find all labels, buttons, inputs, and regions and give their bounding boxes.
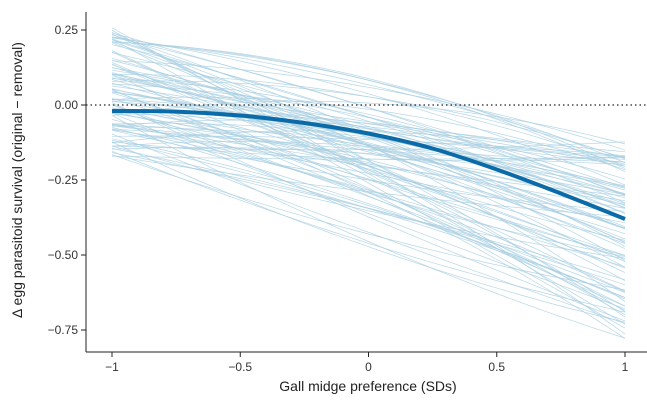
posterior-draw-line: [111, 125, 626, 209]
posterior-draw-line: [111, 88, 626, 229]
posterior-draw-line: [111, 37, 626, 160]
posterior-draw-line: [111, 141, 626, 323]
posterior-draw-line: [111, 112, 626, 235]
posterior-draw-line: [111, 69, 626, 215]
posterior-draw-line: [111, 98, 626, 307]
posterior-draw-line: [111, 124, 626, 249]
posterior-draw-line: [111, 155, 626, 218]
posterior-draws: [111, 27, 626, 339]
posterior-draw-line: [111, 135, 626, 157]
posterior-draw-line: [111, 51, 626, 316]
posterior-draw-line: [111, 112, 626, 310]
x-tick-label: −0.5: [228, 360, 252, 374]
posterior-draw-line: [111, 57, 626, 268]
posterior-draw-line: [111, 148, 626, 286]
posterior-draw-line: [111, 52, 626, 209]
y-axis-ticks: −0.75 −0.50 −0.25 0.00 0.25: [48, 23, 86, 337]
posterior-draw-line: [111, 42, 626, 318]
posterior-draw-line: [111, 128, 626, 293]
posterior-draw-line: [111, 104, 626, 257]
posterior-draw-line: [111, 141, 626, 161]
x-tick-label: −1: [105, 360, 119, 374]
x-tick-label: 1: [622, 360, 629, 374]
posterior-draw-line: [111, 150, 626, 313]
x-axis-ticks: −1 −0.5 0 0.5 1: [105, 352, 629, 374]
x-tick-label: 0: [365, 360, 372, 374]
posterior-draw-line: [111, 50, 626, 292]
posterior-draw-line: [111, 138, 626, 300]
y-tick-label: 0.00: [55, 98, 79, 112]
posterior-draw-line: [111, 128, 626, 195]
posterior-draw-line: [111, 98, 626, 167]
mean-line: [111, 109, 626, 221]
posterior-draw-line: [111, 41, 626, 169]
posterior-draw-line: [111, 91, 626, 229]
posterior-draw-line: [111, 41, 626, 173]
posterior-draw-line: [111, 91, 626, 227]
x-axis-title: Gall midge preference (SDs): [279, 378, 456, 394]
y-tick-label: −0.75: [48, 323, 79, 337]
posterior-draw-line: [111, 73, 626, 199]
posterior-draw-line: [111, 147, 626, 188]
posterior-draw-line: [111, 39, 626, 302]
posterior-draw-line: [111, 99, 626, 243]
posterior-draw-line: [111, 115, 626, 339]
posterior-draw-line: [111, 125, 626, 160]
posterior-draw-line: [111, 38, 626, 329]
y-tick-label: −0.50: [48, 248, 79, 262]
posterior-draw-line: [111, 36, 626, 204]
y-tick-label: 0.25: [55, 23, 79, 37]
posterior-draw-line: [111, 32, 626, 188]
posterior-draw-line: [111, 110, 626, 259]
posterior-draw-line: [111, 27, 626, 325]
x-tick-label: 0.5: [488, 360, 505, 374]
posterior-draw-line: [111, 154, 626, 291]
posterior-draw-line: [111, 96, 626, 171]
posterior-draw-line: [111, 60, 626, 151]
posterior-draw-line: [111, 29, 626, 269]
posterior-draw-line: [111, 102, 626, 322]
posterior-draw-line: [111, 31, 626, 335]
posterior-draw-line: [111, 133, 626, 324]
y-axis-title: Δ egg parasitoid survival (original − re…: [9, 42, 25, 318]
posterior-draw-line: [111, 36, 626, 186]
y-tick-label: −0.25: [48, 173, 79, 187]
posterior-draw-line: [111, 119, 626, 180]
posterior-draw-line: [111, 122, 626, 196]
posterior-draw-line: [111, 77, 626, 153]
posterior-draw-line: [111, 129, 626, 212]
